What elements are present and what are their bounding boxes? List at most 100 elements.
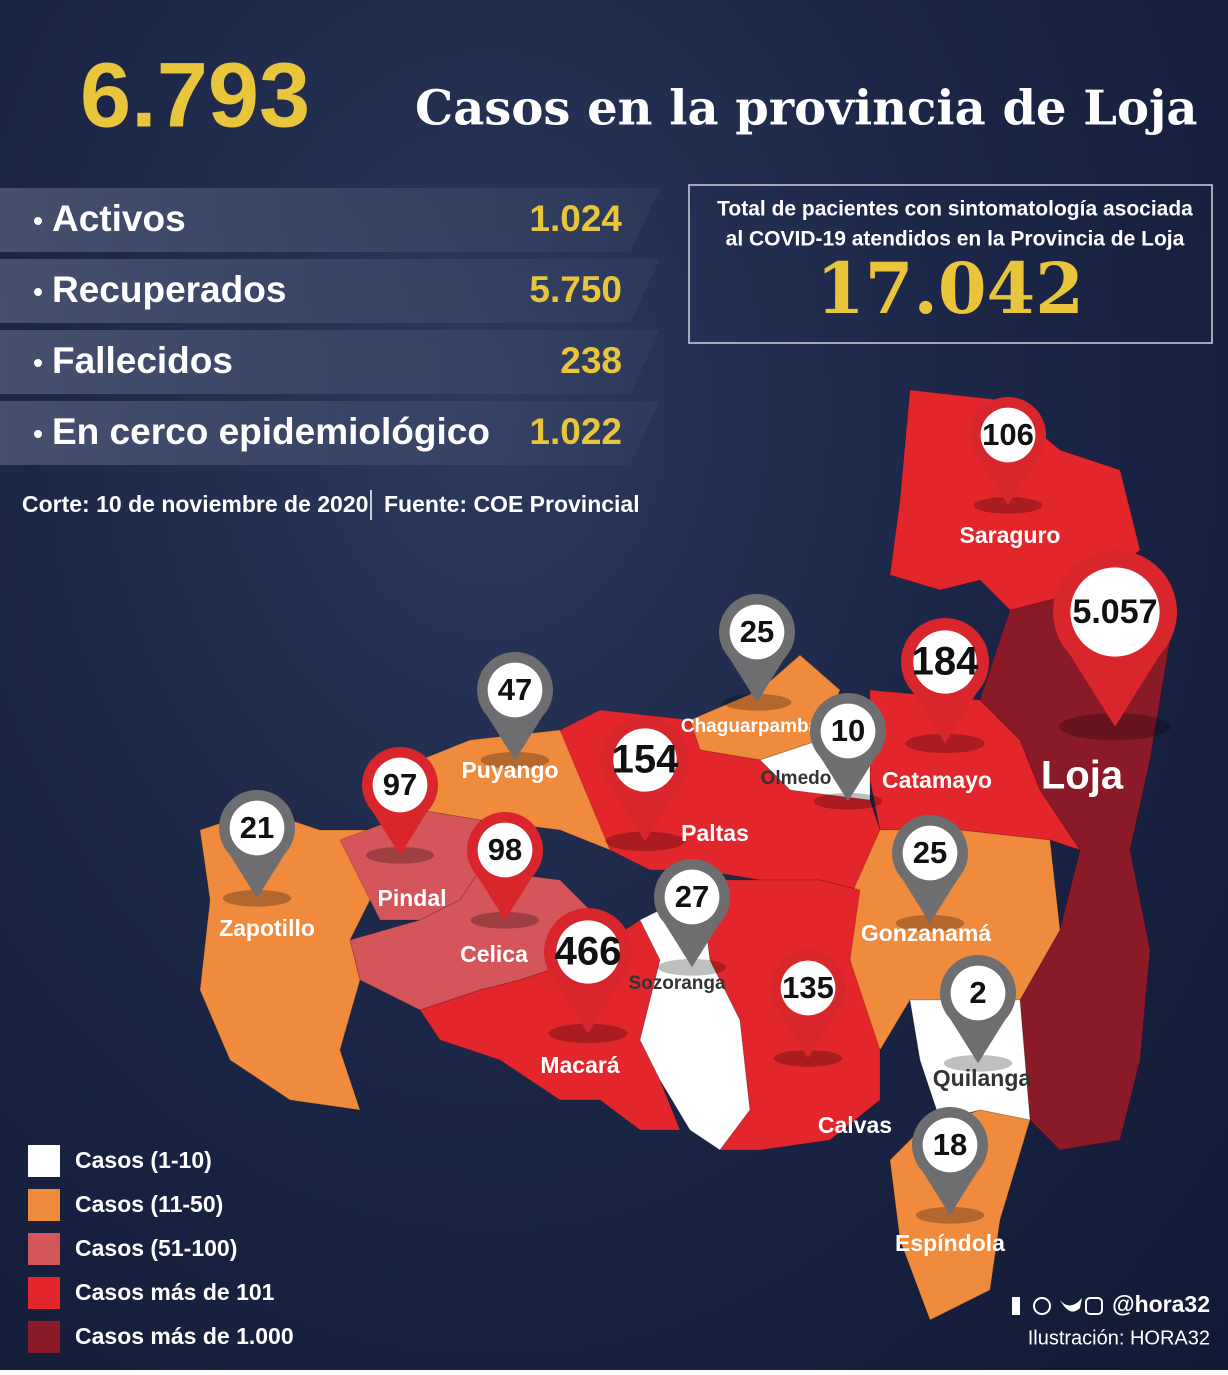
- pin-face: [780, 960, 836, 1016]
- pin-face: [487, 662, 543, 718]
- stat-value: 1.022: [529, 411, 622, 452]
- legend-label: Casos (51-100): [75, 1235, 237, 1261]
- stat-value: 1.024: [529, 198, 622, 239]
- pin-value: 135: [782, 970, 834, 1005]
- canton-name: Saraguro: [960, 522, 1061, 548]
- title: Casos en la provincia de Loja: [415, 81, 1197, 137]
- pin: [228, 852, 286, 899]
- legend-swatch: [28, 1321, 60, 1353]
- pin-value: 98: [488, 832, 522, 867]
- stat-label: En cerco epidemiológico: [52, 411, 490, 452]
- pin-face: [664, 869, 720, 925]
- stat-label: Activos: [52, 198, 186, 239]
- icon: [1012, 1297, 1020, 1315]
- pin-face: [1070, 567, 1160, 657]
- canton-name: Macará: [540, 1052, 619, 1078]
- pin-value: 5.057: [1072, 593, 1157, 631]
- stat-label: Recuperados: [52, 269, 286, 310]
- pin-value: 466: [555, 930, 622, 974]
- canton-name: Celica: [460, 941, 528, 967]
- legend-label: Casos más de 1.000: [75, 1323, 294, 1349]
- pin-face: [729, 604, 785, 660]
- pin-face: [902, 825, 958, 881]
- canton-name: Calvas: [818, 1112, 892, 1138]
- pin-value: 154: [612, 738, 679, 782]
- pin-value: 184: [912, 640, 979, 684]
- pin: [371, 809, 429, 856]
- canton-region: [889, 389, 1141, 611]
- pin: [819, 755, 877, 802]
- attended-text: al COVID-19 atendidos en la Provincia de…: [726, 228, 1185, 251]
- bullet: [34, 217, 42, 225]
- bullet: [34, 288, 42, 296]
- pin-value: 25: [740, 614, 774, 649]
- canton-name: Puyango: [461, 757, 558, 783]
- attended-text: Total de pacientes con sintomatología as…: [717, 198, 1193, 221]
- icon: [1085, 1297, 1103, 1315]
- pin-face: [613, 728, 677, 792]
- pin: [779, 1012, 837, 1059]
- pin: [612, 788, 678, 842]
- canton-name: Chaguarpamba: [681, 716, 820, 737]
- pin: [555, 980, 621, 1034]
- pin: [1068, 652, 1162, 727]
- attended-box: [688, 184, 1213, 344]
- stat-label: Fallecidos: [52, 340, 233, 381]
- pin-value: 97: [383, 767, 417, 802]
- pin: [476, 874, 534, 921]
- legend: Casos (1-10) Casos (11-50) Casos (51-100) C…: [28, 1145, 294, 1353]
- pin-value: 18: [933, 1127, 967, 1162]
- cutoff: Corte: 10 de noviembre de 2020: [22, 491, 368, 517]
- pin-face: [922, 1117, 978, 1173]
- pin-value: 47: [498, 672, 532, 707]
- pin-value: 27: [675, 879, 709, 914]
- pin-face: [477, 822, 533, 878]
- source: Fuente: COE Provincial: [384, 491, 640, 517]
- canton-name: Espíndola: [895, 1230, 1005, 1256]
- pins: 5.057 Loja 106 Saraguro 184 Catamayo 25 Chaguar…: [219, 397, 1177, 1256]
- canton-name: Loja: [1041, 754, 1124, 798]
- total-cases: 6.793: [80, 44, 310, 146]
- pin-face: [913, 630, 977, 694]
- icon: [1060, 1298, 1082, 1312]
- pin: [921, 1169, 979, 1216]
- pin-face: [980, 407, 1036, 463]
- stat-row: [0, 188, 660, 252]
- pin: [979, 459, 1037, 506]
- pin: [663, 921, 721, 968]
- pin-value: 21: [240, 810, 274, 845]
- pin: [901, 877, 959, 924]
- pin-face: [556, 920, 620, 984]
- canton-name: Zapotillo: [219, 915, 315, 941]
- canton-name: Quilanga: [933, 1065, 1032, 1091]
- attended-value: 17.042: [816, 247, 1084, 330]
- handle: @hora32: [1112, 1291, 1210, 1317]
- stat-row: [0, 401, 660, 465]
- canton-name: Catamayo: [882, 767, 992, 793]
- canton-name: Sozoranga: [628, 973, 726, 994]
- stat-row: [0, 259, 660, 323]
- pin-value: 106: [982, 417, 1034, 452]
- pin-face: [820, 703, 876, 759]
- pin: [486, 714, 544, 761]
- bullet: [34, 359, 42, 367]
- pin-value: 2: [969, 975, 986, 1010]
- credit: Ilustración: HORA32: [1028, 1327, 1210, 1349]
- pin-face: [950, 965, 1006, 1021]
- legend-swatch: [28, 1233, 60, 1265]
- pin-value: 10: [831, 713, 865, 748]
- canton-region: [199, 809, 381, 1111]
- legend-label: Casos más de 101: [75, 1279, 275, 1305]
- legend-swatch: [28, 1145, 60, 1177]
- pin-face: [229, 800, 285, 856]
- canton-name: Gonzanamá: [861, 920, 992, 946]
- legend-label: Casos (11-50): [75, 1191, 223, 1217]
- bullet: [34, 430, 42, 438]
- legend-swatch: [28, 1189, 60, 1221]
- stat-row: [0, 330, 660, 394]
- stats: Activos 1.024 Recuperados 5.750 Fallecidos 23…: [0, 188, 660, 465]
- pin: [912, 690, 978, 744]
- pin: [728, 656, 786, 703]
